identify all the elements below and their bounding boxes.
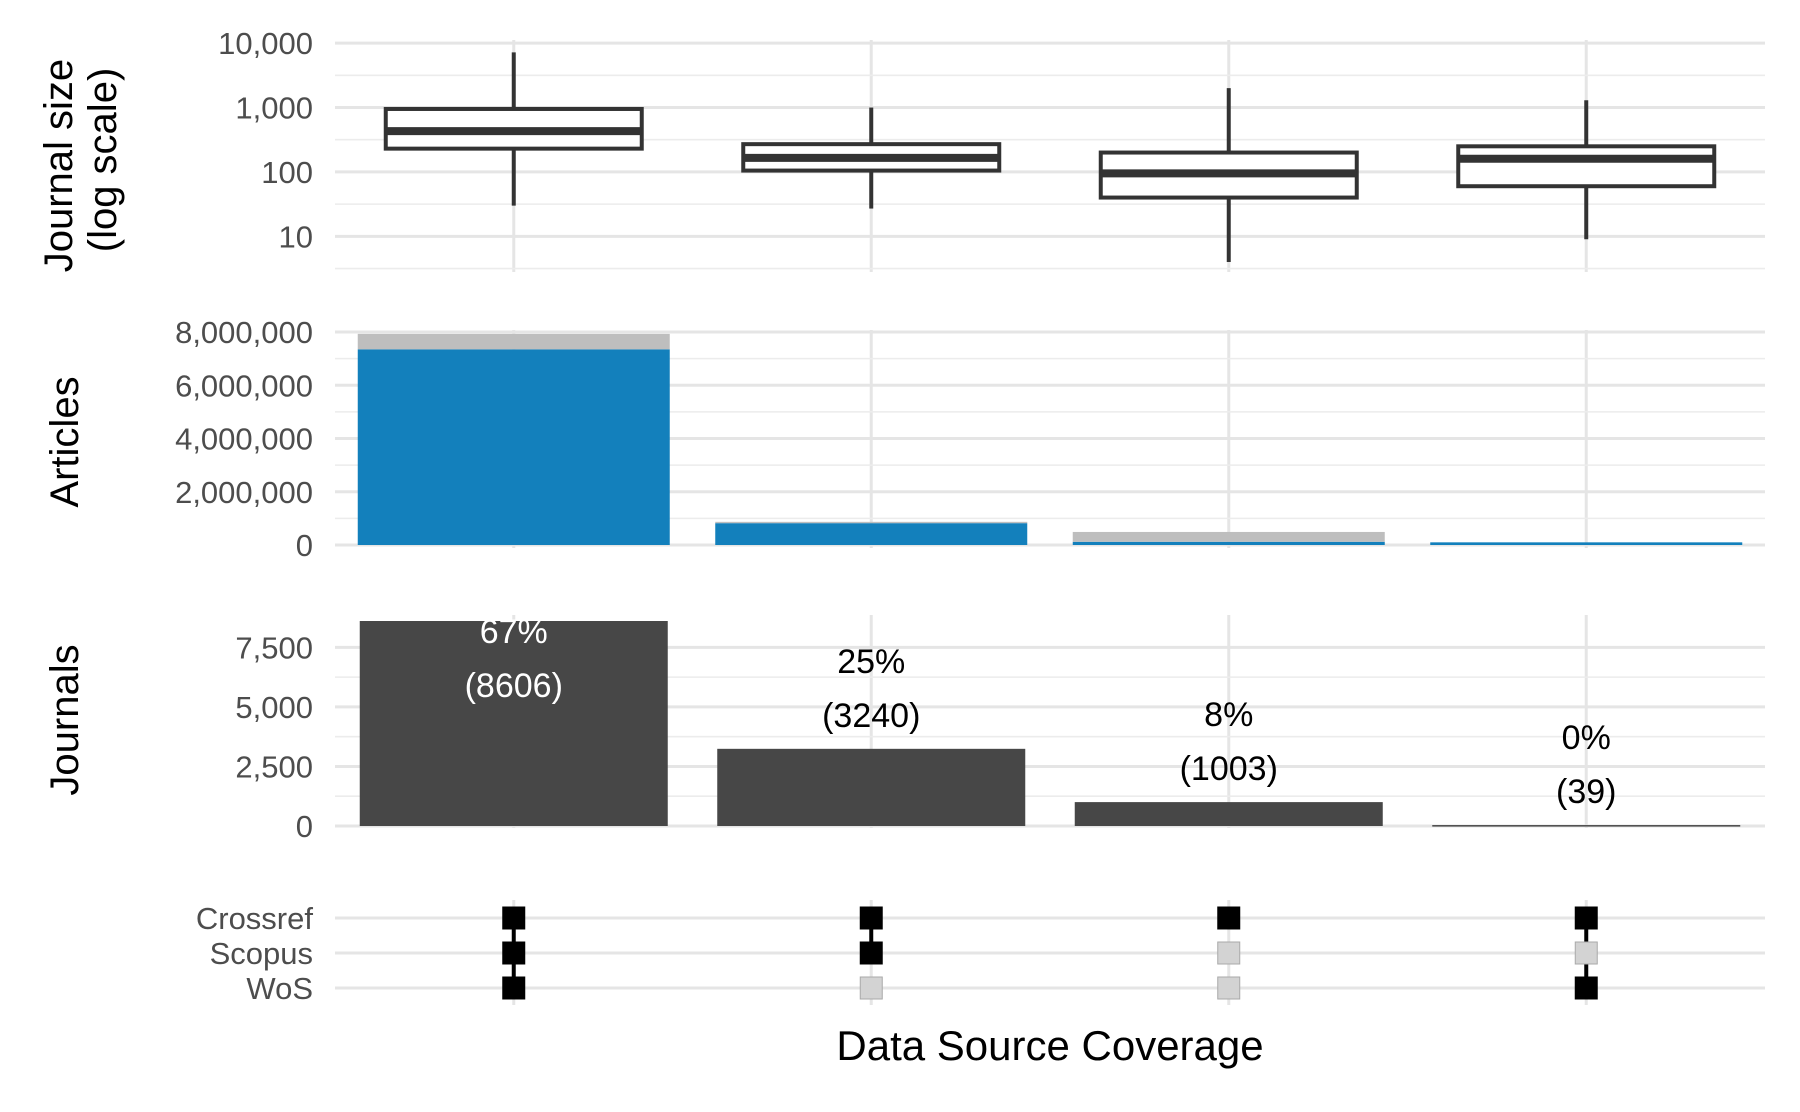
matrix-dot-active xyxy=(1217,906,1241,930)
journals-panel: 0 2,500 5,000 7,500 67% (8606) 25% (3240) 8% (100… xyxy=(235,613,1765,844)
articles-panel: 0 2,000,000 4,000,000 6,000,000 8,000,000 xyxy=(175,315,1765,563)
matrix-dot-active xyxy=(502,906,526,930)
journal-bar xyxy=(359,621,668,826)
bar-percent-label: 8% xyxy=(1204,696,1253,734)
y-tick-label: 1,000 xyxy=(235,91,313,126)
article-bar-primary xyxy=(715,523,1028,545)
matrix-dot-active xyxy=(859,941,883,965)
article-bar-primary xyxy=(1072,541,1385,545)
matrix-dot-inactive xyxy=(859,976,883,1000)
y-tick-label: 100 xyxy=(261,155,313,190)
y-tick-label: 8,000,000 xyxy=(175,315,313,350)
y-tick-label: 0 xyxy=(296,528,313,563)
matrix-row-label: Scopus xyxy=(210,936,313,971)
articles-axis-label: Articles xyxy=(43,376,87,507)
bar-percent-label: 0% xyxy=(1562,719,1611,757)
x-axis-label: Data Source Coverage xyxy=(836,1022,1263,1069)
y-tick-label: 5,000 xyxy=(235,690,313,725)
matrix-dot-active xyxy=(1574,906,1598,930)
article-bar-primary xyxy=(1430,542,1743,545)
matrix-dot-active xyxy=(502,976,526,1000)
matrix-dot-inactive xyxy=(1574,941,1598,965)
journal-bar xyxy=(717,748,1026,826)
bar-percent-label: 25% xyxy=(837,643,905,681)
y-tick-label: 2,000,000 xyxy=(175,475,313,510)
bar-count-label: (1003) xyxy=(1180,750,1278,788)
journal-size-panel: 10 100 1,000 10,000 xyxy=(218,26,1765,270)
bar-percent-label: 67% xyxy=(480,613,548,651)
y-tick-label: 4,000,000 xyxy=(175,422,313,457)
matrix-dot-active xyxy=(502,941,526,965)
matrix-row-label: WoS xyxy=(246,971,313,1006)
matrix-row-label: Crossref xyxy=(196,901,314,936)
y-tick-label: 7,500 xyxy=(235,630,313,665)
article-bar-secondary xyxy=(1072,531,1385,542)
vertical-gridlines xyxy=(512,40,1588,1005)
article-bar-secondary xyxy=(715,521,1028,524)
y-tick-label: 10 xyxy=(279,219,313,254)
bar-count-label: (39) xyxy=(1556,773,1616,811)
matrix-dot-active xyxy=(1574,976,1598,1000)
matrix-dot-active xyxy=(859,906,883,930)
article-bar-primary xyxy=(357,349,670,545)
box-iqr xyxy=(1456,144,1717,189)
y-tick-label: 10,000 xyxy=(218,26,313,61)
bar-count-label: (8606) xyxy=(465,667,563,705)
journal-size-axis-label-line2: (log scale) xyxy=(81,68,125,253)
y-tick-label: 0 xyxy=(296,809,313,844)
journals-axis-label: Journals xyxy=(43,644,87,795)
matrix-dot-inactive xyxy=(1217,941,1241,965)
article-bar-secondary xyxy=(357,333,670,350)
journal-bar xyxy=(1432,825,1741,827)
matrix-dot-inactive xyxy=(1217,976,1241,1000)
y-tick-label: 6,000,000 xyxy=(175,368,313,403)
journal-bar xyxy=(1074,802,1383,826)
journal-size-axis-label-line1: Journal size xyxy=(37,59,81,272)
y-tick-label: 2,500 xyxy=(235,749,313,784)
journal-size-axis-label: Journal size (log scale) xyxy=(37,48,125,273)
bar-count-label: (3240) xyxy=(822,697,920,735)
